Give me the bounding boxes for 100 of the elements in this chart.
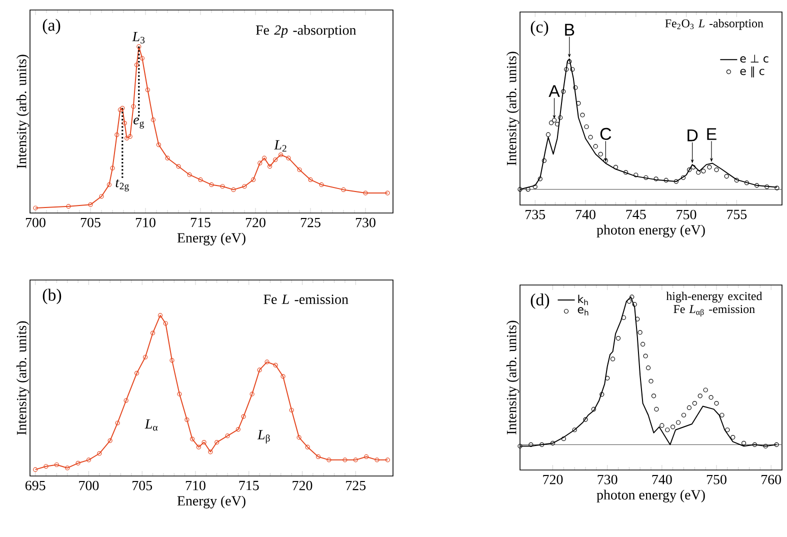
x-tick-label: 755 <box>727 210 747 220</box>
point <box>593 144 598 149</box>
x-axis-title: photon energy (eV) <box>596 490 705 502</box>
point <box>278 152 284 158</box>
point <box>674 179 678 184</box>
point <box>305 444 310 450</box>
point <box>268 164 272 169</box>
point <box>584 124 589 130</box>
chart-subtitle: Fe$_{2}$O$_{3}$ L -absorption <box>665 18 764 30</box>
point <box>231 187 236 192</box>
point <box>225 434 230 438</box>
point <box>681 412 686 418</box>
point <box>106 182 112 188</box>
point <box>691 164 696 170</box>
point <box>134 62 139 68</box>
chart-title: (b) <box>42 288 62 304</box>
point <box>88 202 93 207</box>
point <box>640 342 646 346</box>
annotation: L$_{β}$ <box>257 430 270 444</box>
annotation: L$_{2}$ <box>274 140 286 152</box>
annotation: D <box>688 130 698 142</box>
point <box>654 406 659 412</box>
point <box>114 132 120 138</box>
y-axis-title: Intensity (arb. units) <box>506 320 520 434</box>
point <box>567 59 572 64</box>
point <box>646 366 651 370</box>
chart-subtitle: Fe L -emission <box>264 294 348 304</box>
annotation: E <box>707 128 716 140</box>
point <box>714 400 719 406</box>
x-tick-label: 730 <box>598 474 618 484</box>
point <box>621 315 626 320</box>
point <box>286 156 291 160</box>
annotation: A <box>548 85 560 97</box>
point <box>196 444 201 450</box>
legend-label: k$_{h}$ <box>578 294 588 306</box>
x-tick-label: 720 <box>246 218 266 228</box>
point <box>692 400 697 406</box>
point <box>744 180 750 186</box>
point <box>86 458 92 462</box>
point <box>763 444 768 448</box>
point <box>561 436 566 442</box>
point <box>591 406 596 412</box>
point <box>115 420 120 426</box>
x-tick-label: 750 <box>706 474 726 484</box>
point <box>687 167 692 172</box>
point <box>208 450 213 454</box>
annotation: L$_{α}$ <box>144 419 158 431</box>
point <box>707 164 712 170</box>
legend-label: e ⊥ c <box>740 54 768 63</box>
point <box>598 152 603 156</box>
point <box>660 423 664 428</box>
point <box>701 168 706 174</box>
point <box>644 175 648 180</box>
point <box>296 435 302 440</box>
point <box>725 428 730 432</box>
point <box>289 408 294 412</box>
point <box>353 458 358 462</box>
x-tick-label: 705 <box>132 480 152 490</box>
point <box>730 434 736 440</box>
x-tick-label: 745 <box>626 210 646 220</box>
point <box>342 458 348 462</box>
point <box>698 394 702 398</box>
point <box>316 454 321 460</box>
y-axis-title: Intensity (arb. units) <box>16 54 30 168</box>
point <box>170 358 174 363</box>
point <box>184 417 190 422</box>
point <box>165 156 170 160</box>
ref-line-label: e$_{g}$ <box>134 118 144 129</box>
point <box>552 118 557 123</box>
point <box>120 106 125 110</box>
point <box>190 436 195 442</box>
x-tick-label: 720 <box>543 474 563 484</box>
point <box>202 440 206 445</box>
point <box>236 427 240 432</box>
point <box>136 44 142 49</box>
point <box>363 190 368 196</box>
point <box>754 183 760 188</box>
point <box>548 120 554 126</box>
point <box>624 170 628 175</box>
point <box>626 299 632 304</box>
annotation: C <box>600 128 612 140</box>
point <box>613 164 618 170</box>
point <box>696 170 701 175</box>
point <box>610 356 616 362</box>
x-tick-label: 695 <box>25 480 46 490</box>
point <box>635 316 640 322</box>
point <box>54 462 59 468</box>
point <box>326 458 332 462</box>
x-tick-label: 735 <box>526 210 546 220</box>
x-tick-label: 750 <box>676 210 696 220</box>
point <box>273 157 278 162</box>
x-tick-label: 700 <box>79 480 99 490</box>
point <box>143 354 148 360</box>
x-tick-label: 715 <box>239 480 259 490</box>
point <box>526 187 530 192</box>
x-tick-label: 715 <box>190 218 210 228</box>
point <box>273 362 278 368</box>
point <box>198 177 203 182</box>
point <box>752 442 758 447</box>
point <box>99 194 104 199</box>
